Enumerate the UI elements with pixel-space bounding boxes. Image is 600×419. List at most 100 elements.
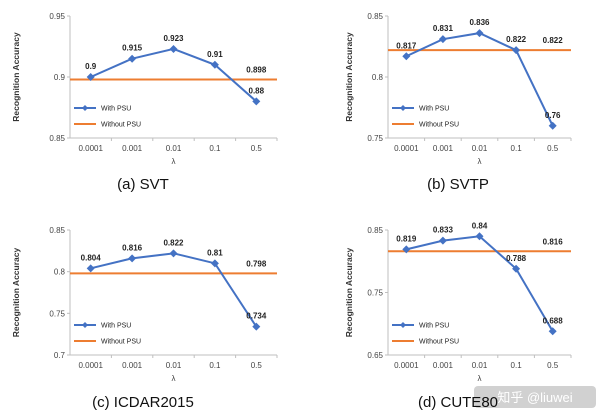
with-psu-point	[169, 44, 178, 53]
with-psu-line	[90, 252, 258, 328]
x-tick-label: 0.01	[166, 361, 182, 370]
y-tick-label: 0.8	[372, 73, 384, 82]
legend-with-psu-marker	[82, 322, 88, 328]
legend-without-psu-label: Without PSU	[419, 339, 459, 346]
y-tick-label: 0.85	[367, 12, 383, 21]
x-tick-label: 0.1	[511, 144, 523, 153]
without-psu-data-label: 0.822	[543, 36, 564, 45]
with-psu-point	[210, 60, 219, 69]
with-psu-data-label: 0.822	[163, 238, 184, 247]
y-axis-title: Recognition Accuracy	[344, 248, 354, 338]
with-psu-data-label: 0.816	[122, 243, 143, 252]
x-tick-label: 0.001	[433, 361, 454, 370]
legend-with-psu-marker	[400, 105, 406, 111]
y-tick-label: 0.85	[49, 134, 65, 143]
with-psu-data-label: 0.9	[85, 62, 97, 71]
watermark-text: 知乎 @liuwei	[497, 390, 572, 405]
legend-with-psu-label: With PSU	[101, 106, 131, 113]
with-psu-point	[252, 322, 261, 331]
legend-without-psu-label: Without PSU	[419, 122, 459, 129]
watermark-backdrop	[474, 386, 596, 408]
with-psu-data-label: 0.88	[249, 86, 265, 95]
chart-panel-3: 0.65 0.75 0.85 0.0001 0.001 0.01 0.1 0.5 λ Recogn…	[344, 221, 572, 411]
x-tick-label: 0.001	[433, 144, 454, 153]
x-tick-label: 0.01	[472, 144, 488, 153]
with-psu-point	[86, 264, 95, 273]
y-axis-title: Recognition Accuracy	[11, 248, 21, 338]
x-axis-title: λ	[172, 157, 176, 166]
x-tick-label: 0.1	[209, 144, 221, 153]
y-tick-label: 0.7	[54, 351, 66, 360]
x-tick-label: 0.01	[472, 361, 488, 370]
y-tick-label: 0.75	[367, 134, 383, 143]
x-tick-label: 0.0001	[394, 144, 419, 153]
y-axis-title: Recognition Accuracy	[11, 32, 21, 122]
x-axis-title: λ	[478, 374, 482, 383]
with-psu-data-label: 0.817	[396, 41, 417, 50]
with-psu-point	[438, 236, 447, 245]
with-psu-point	[169, 249, 178, 258]
legend-with-psu-label: With PSU	[419, 106, 449, 113]
chart-panel-2: 0.7 0.75 0.8 0.85 0.0001 0.001 0.01 0.1 0.5 λ Reco…	[11, 226, 278, 411]
with-psu-point	[475, 232, 484, 241]
y-tick-label: 0.75	[367, 289, 383, 298]
with-psu-data-label: 0.76	[545, 111, 561, 120]
with-psu-data-label: 0.804	[81, 253, 102, 262]
legend-without-psu-label: Without PSU	[101, 339, 141, 346]
with-psu-point	[128, 54, 137, 63]
x-tick-label: 0.0001	[394, 361, 419, 370]
with-psu-data-label: 0.81	[207, 248, 223, 257]
chart-panel-1: 0.75 0.8 0.85 0.0001 0.001 0.01 0.1 0.5 λ Recogni…	[344, 12, 572, 193]
with-psu-data-label: 0.836	[469, 18, 490, 27]
with-psu-data-label: 0.831	[433, 24, 454, 33]
with-psu-point	[512, 46, 521, 55]
legend-with-psu-label: With PSU	[419, 323, 449, 330]
panel-caption: (a) SVT	[117, 176, 169, 193]
panel-caption: (d) CUTE80	[418, 394, 498, 411]
with-psu-data-label: 0.688	[543, 316, 564, 325]
x-tick-label: 0.1	[511, 361, 523, 370]
with-psu-data-label: 0.734	[246, 312, 267, 321]
with-psu-point	[86, 73, 95, 81]
with-psu-data-label: 0.915	[122, 44, 143, 53]
watermark: 知乎 @liuwei	[474, 386, 596, 408]
with-psu-data-label: 0.822	[506, 35, 527, 44]
y-tick-label: 0.75	[49, 309, 65, 318]
x-tick-label: 0.1	[209, 361, 221, 370]
legend-with-psu-label: With PSU	[101, 323, 131, 330]
y-tick-label: 0.65	[367, 351, 383, 360]
with-psu-point	[128, 254, 137, 263]
with-psu-point	[252, 97, 261, 106]
chart-panel-0: 0.85 0.9 0.95 0.0001 0.001 0.01 0.1 0.5 λ Recogni…	[11, 12, 278, 193]
with-psu-data-label: 0.84	[472, 221, 488, 230]
with-psu-data-label: 0.833	[433, 226, 454, 235]
y-tick-label: 0.8	[54, 268, 66, 277]
y-tick-label: 0.85	[367, 226, 383, 235]
with-psu-point	[438, 35, 447, 44]
legend-with-psu-marker	[400, 322, 406, 328]
y-tick-label: 0.95	[49, 12, 65, 21]
with-psu-point	[402, 245, 411, 254]
with-psu-line	[90, 47, 257, 103]
x-axis-title: λ	[478, 157, 482, 166]
panel-caption: (c) ICDAR2015	[92, 394, 194, 411]
y-tick-label: 0.85	[49, 226, 65, 235]
with-psu-data-label: 0.923	[163, 34, 184, 43]
without-psu-data-label: 0.898	[246, 65, 267, 74]
x-tick-label: 0.01	[166, 144, 182, 153]
with-psu-point	[475, 29, 484, 38]
with-psu-data-label: 0.819	[396, 234, 417, 243]
with-psu-point	[548, 121, 557, 130]
x-tick-label: 0.5	[547, 144, 559, 153]
panel-caption: (b) SVTP	[427, 176, 489, 193]
x-tick-label: 0.5	[251, 144, 263, 153]
with-psu-point	[548, 327, 557, 336]
without-psu-data-label: 0.798	[246, 259, 267, 268]
with-psu-data-label: 0.91	[207, 50, 223, 59]
x-tick-label: 0.5	[547, 361, 559, 370]
without-psu-data-label: 0.816	[543, 237, 564, 246]
with-psu-point	[210, 259, 219, 268]
legend-without-psu-label: Without PSU	[101, 122, 141, 129]
y-axis-title: Recognition Accuracy	[344, 32, 354, 122]
